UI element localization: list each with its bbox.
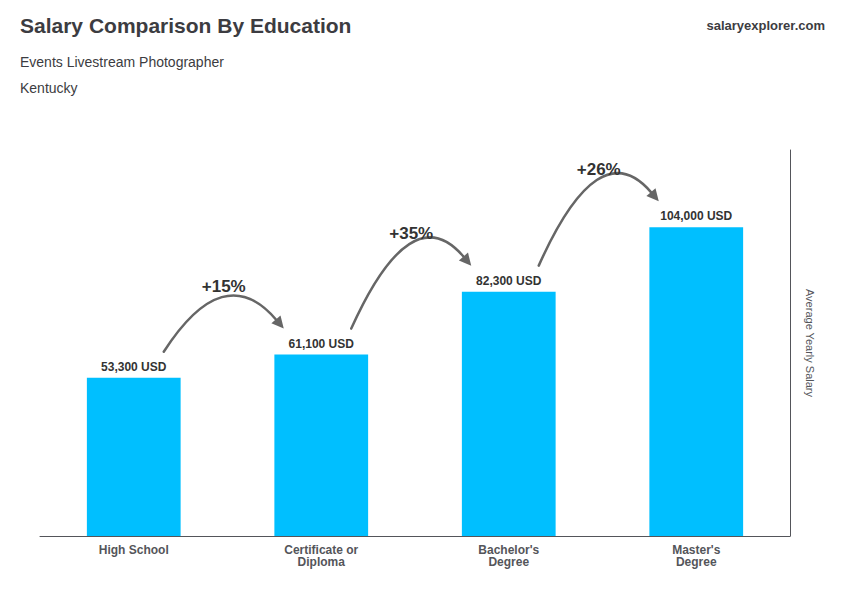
svg-text:Kentucky: Kentucky	[20, 80, 78, 96]
svg-text:Degree: Degree	[676, 555, 717, 569]
svg-text:+35%: +35%	[389, 224, 433, 243]
svg-text:salaryexplorer.com: salaryexplorer.com	[706, 18, 825, 33]
svg-text:Master's: Master's	[672, 543, 721, 557]
svg-text:Salary Comparison By Education: Salary Comparison By Education	[20, 14, 351, 37]
svg-text:Degree: Degree	[488, 555, 529, 569]
svg-text:+26%: +26%	[577, 160, 621, 179]
svg-text:Diploma: Diploma	[298, 555, 346, 569]
svg-text:Bachelor's: Bachelor's	[478, 543, 540, 557]
svg-text:+15%: +15%	[202, 277, 246, 296]
svg-text:61,100 USD: 61,100 USD	[289, 337, 355, 351]
svg-text:Certificate or: Certificate or	[284, 543, 359, 557]
svg-text:High School: High School	[99, 543, 169, 557]
svg-text:Average Yearly Salary: Average Yearly Salary	[804, 289, 816, 398]
svg-text:82,300 USD: 82,300 USD	[476, 274, 542, 288]
svg-text:53,300 USD: 53,300 USD	[101, 360, 167, 374]
svg-text:104,000 USD: 104,000 USD	[660, 209, 732, 223]
svg-text:Events Livestream Photographer: Events Livestream Photographer	[20, 54, 224, 70]
